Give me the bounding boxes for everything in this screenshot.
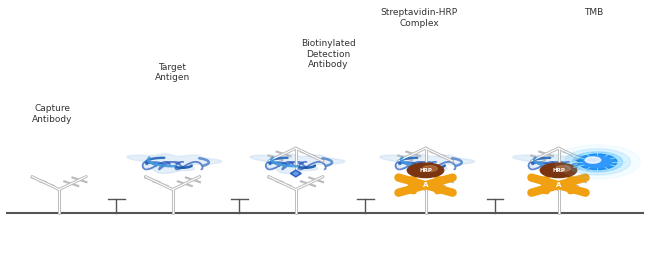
Circle shape (556, 166, 570, 171)
Text: TMB: TMB (584, 9, 604, 17)
Polygon shape (380, 154, 474, 173)
Circle shape (564, 149, 630, 175)
Circle shape (578, 154, 617, 170)
Polygon shape (423, 172, 428, 175)
Text: Biotinylated
Detection
Antibody: Biotinylated Detection Antibody (301, 40, 356, 69)
Circle shape (585, 157, 601, 163)
Polygon shape (553, 170, 564, 177)
Circle shape (422, 166, 437, 171)
Polygon shape (513, 154, 608, 173)
Polygon shape (127, 154, 222, 173)
Polygon shape (250, 154, 345, 173)
Text: A: A (556, 182, 561, 188)
Text: A: A (423, 182, 428, 188)
Text: HRP: HRP (552, 168, 565, 173)
Text: Target
Antigen: Target Antigen (155, 63, 190, 82)
Text: Capture
Antibody: Capture Antibody (32, 104, 73, 124)
Circle shape (554, 145, 640, 179)
Circle shape (583, 156, 612, 167)
Polygon shape (291, 170, 302, 177)
Circle shape (540, 163, 577, 178)
Polygon shape (293, 172, 298, 175)
Polygon shape (420, 170, 431, 177)
Polygon shape (556, 172, 561, 175)
Text: Streptavidin-HRP
Complex: Streptavidin-HRP Complex (380, 9, 458, 28)
Circle shape (572, 152, 623, 172)
Text: HRP: HRP (419, 168, 432, 173)
Circle shape (408, 163, 444, 178)
